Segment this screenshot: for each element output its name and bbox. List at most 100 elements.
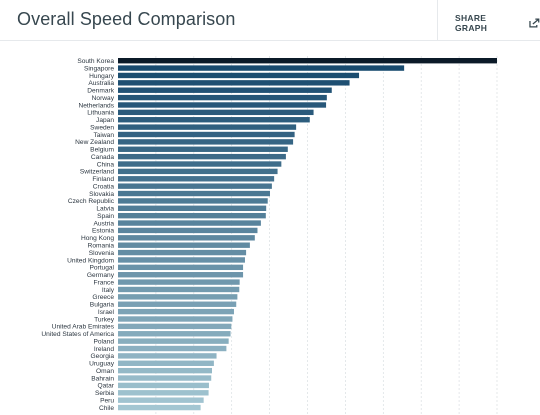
category-label: Bulgaria [90,302,115,309]
category-label: Finland [92,176,114,183]
bar[interactable] [118,102,327,108]
bar[interactable] [118,404,201,411]
category-label: Israel [98,309,115,316]
bar[interactable] [118,375,212,381]
bar[interactable] [118,212,266,219]
category-label: Romania [88,243,115,250]
bar[interactable] [118,139,294,145]
category-label: Poland [93,338,114,345]
category-label: Serbia [95,390,114,397]
bar[interactable] [118,94,327,101]
bar-chart: South KoreaSingaporeHungaryAustraliaDenm… [41,56,498,415]
bar[interactable] [118,242,250,248]
category-label: Netherlands [78,102,114,109]
bar[interactable] [118,382,209,389]
category-label: Sweden [90,124,114,131]
category-label: United States of America [41,331,114,338]
category-label: Portugal [89,265,114,272]
category-label: United Kingdom [67,257,114,264]
category-label: Turkey [94,316,115,323]
category-label: Denmark [87,88,114,95]
bar[interactable] [118,131,295,138]
category-label: Slovenia [89,250,115,257]
bar[interactable] [118,345,227,352]
category-label: Estonia [92,228,114,235]
category-label: Georgia [91,353,115,360]
chart-title: Overall Speed Comparison [17,9,236,29]
bar[interactable] [118,87,332,93]
bar[interactable] [118,168,278,175]
category-label: Croatia [93,183,115,190]
bar[interactable] [118,205,267,211]
bar[interactable] [118,323,232,330]
category-label: China [97,161,115,168]
bar[interactable] [118,272,244,278]
bar[interactable] [118,249,247,256]
category-label: Qatar [98,383,115,390]
bar[interactable] [118,390,209,396]
bar[interactable] [118,264,244,271]
bar[interactable] [118,117,310,123]
category-label: Chile [99,405,114,412]
bar[interactable] [118,220,261,226]
bar[interactable] [118,146,288,152]
bar[interactable] [118,176,275,182]
category-label: Lithuania [87,110,114,117]
category-label: Norway [92,95,115,102]
category-label: Taiwan [93,132,114,139]
bar[interactable] [118,198,268,204]
bar[interactable] [118,190,270,197]
category-label: Ireland [94,346,114,353]
share-graph-button[interactable]: SHARE GRAPH [455,13,540,33]
category-label: Slovakia [89,191,114,198]
bar[interactable] [118,257,245,263]
bar[interactable] [118,153,286,160]
chart-header: Overall Speed Comparison SHARE GRAPH [0,0,540,41]
bar[interactable] [118,331,231,337]
header-divider [437,0,438,41]
bar[interactable] [118,367,212,374]
bar[interactable] [118,308,234,315]
category-label: Greece [92,294,114,301]
category-label: Czech Republic [68,198,115,205]
category-label: Hungary [89,73,115,80]
bar[interactable] [118,235,255,241]
category-label: Canada [91,154,114,161]
category-label: Australia [88,80,114,87]
category-label: Oman [96,368,114,375]
bar[interactable] [118,294,238,300]
bar[interactable] [118,161,282,167]
category-label: Austria [93,220,114,227]
bar[interactable] [118,353,217,359]
category-label: Hong Kong [81,235,114,242]
bar[interactable] [118,279,240,285]
category-label: Uruguay [89,361,115,368]
category-label: United Arab Emirates [52,324,115,331]
category-label: Singapore [84,65,114,72]
bar[interactable] [118,301,237,307]
category-label: New Zealand [75,139,114,146]
bar[interactable] [118,338,229,344]
bar[interactable] [118,58,497,64]
category-label: Spain [97,213,114,220]
bar[interactable] [118,124,297,130]
bar[interactable] [118,72,360,79]
category-label: Bahrain [91,375,114,382]
category-label: Germany [87,272,115,279]
bar[interactable] [118,183,272,189]
bar[interactable] [118,227,258,234]
category-label: Peru [100,397,114,404]
bar[interactable] [118,286,240,293]
share-graph-label: SHARE GRAPH [455,13,488,33]
bar[interactable] [118,316,233,322]
share-icon [529,18,540,28]
bar[interactable] [118,65,405,71]
bar[interactable] [118,397,204,403]
category-label: Latvia [96,206,114,213]
bar[interactable] [118,80,350,86]
bar[interactable] [118,109,314,116]
bar[interactable] [118,360,214,366]
category-label: Japan [96,117,114,124]
category-label: South Korea [77,58,114,65]
